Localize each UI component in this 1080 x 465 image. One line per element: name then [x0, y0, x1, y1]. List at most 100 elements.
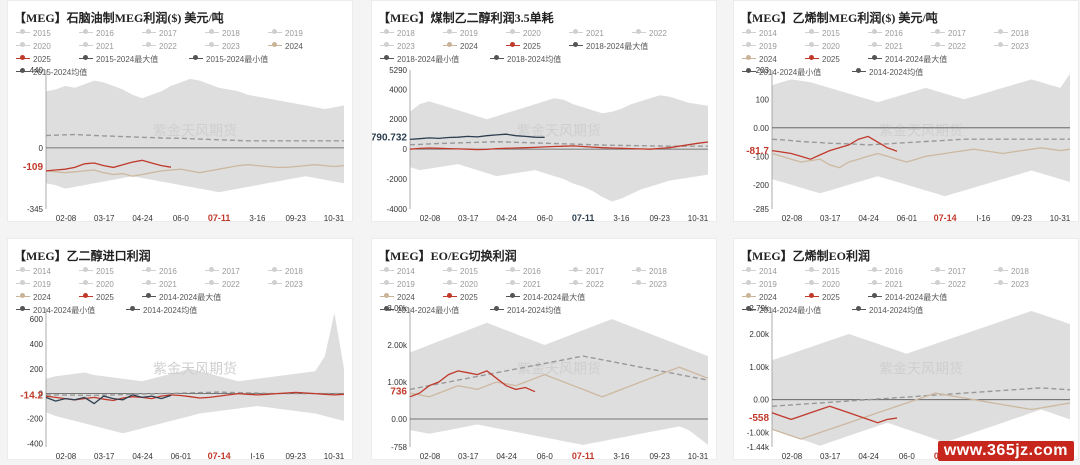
chart-plot: 紫金天风期货6004002000-200-40002-08 03-17 04-24 0…	[8, 239, 353, 460]
x-tick-label: I-16	[977, 214, 991, 222]
current-value-label: -109	[23, 162, 43, 173]
current-value-label: 736	[390, 387, 407, 398]
x-tick-label: 09-23	[649, 452, 670, 460]
y-tick-label: 200	[30, 365, 44, 374]
y-tick-label: 100	[756, 95, 770, 104]
y-tick-label: 2000	[389, 115, 407, 124]
x-tick-label: 07-11	[572, 451, 595, 460]
y-tick-label: 0	[39, 144, 44, 153]
x-tick-label: 09-23	[1011, 214, 1032, 222]
y-tick-label: -285	[753, 205, 770, 214]
x-tick-label: 02-08	[56, 452, 77, 460]
y-tick-label: 0.00	[753, 124, 769, 133]
current-value-label: 790.732	[372, 132, 407, 143]
x-tick-label: 04-24	[858, 214, 879, 222]
chart-watermark: 紫金天风期货	[153, 361, 237, 378]
y-tick-label: 440	[30, 66, 44, 75]
chart-plot: 紫金天风期货 5290 4000 2000 0 -2000 -4000 02-08 03-17 0…	[372, 1, 717, 222]
x-tick-label: 03-17	[94, 214, 115, 222]
y-tick-label: 203	[756, 66, 770, 75]
y-tick-label: -758	[391, 443, 408, 452]
x-tick-label: 10-31	[688, 214, 709, 222]
y-tick-label: 400	[30, 340, 44, 349]
x-tick-label: 3-16	[613, 452, 630, 460]
chart-watermark: 紫金天风期货	[153, 123, 237, 140]
x-tick-label: 07-11	[208, 213, 231, 222]
y-tick-label: 0.00	[753, 396, 769, 405]
x-tick-label: 09-23	[285, 214, 306, 222]
y-tick-label: 4000	[389, 85, 407, 94]
x-tick-label: 3-16	[249, 214, 266, 222]
current-value-label: -81.7	[746, 146, 769, 157]
x-tick-label: 03-17	[458, 452, 479, 460]
x-tick-label: 10-31	[688, 452, 709, 460]
y-tick-label: -200	[27, 414, 44, 423]
x-tick-label: 02-08	[782, 214, 803, 222]
x-tick-label: 07-14	[208, 451, 231, 460]
y-tick-label: -1.44k	[747, 443, 770, 452]
y-tick-label: 0	[403, 145, 408, 154]
y-tick-label: 1.00k	[749, 363, 770, 372]
site-watermark: www.365jz.com	[938, 441, 1074, 461]
chart-watermark: 紫金天风期货	[879, 123, 963, 140]
x-tick-label: 03-17	[94, 452, 115, 460]
chart-panel-2: 【MEG】煤制乙二醇利润3.5单耗 2018 2019 2020 2021 2022202…	[371, 0, 717, 222]
y-tick-label: 2.79k	[749, 304, 770, 313]
chart-watermark: 紫金天风期货	[879, 361, 963, 378]
x-tick-label: 06-0	[173, 214, 190, 222]
x-tick-label: 02-08	[420, 214, 441, 222]
y-tick-label: 3.00k	[387, 304, 408, 313]
x-tick-label: 03-17	[458, 214, 479, 222]
x-tick-label: 10-31	[1050, 214, 1071, 222]
y-tick-label: -200	[753, 181, 770, 190]
x-tick-label: 04-24	[496, 214, 517, 222]
x-tick-label: 06-0	[537, 452, 554, 460]
x-tick-label: 04-24	[858, 452, 879, 460]
min-max-range-band	[410, 319, 708, 445]
x-tick-label: 09-23	[649, 214, 670, 222]
x-tick-label: 04-24	[132, 214, 153, 222]
chart-panel-6: 【MEG】乙烯制EO利润 2014 2015 2016 2017 20182019 2020…	[733, 238, 1079, 460]
x-tick-label: 06-0	[537, 214, 554, 222]
chart-panel-4: 【MEG】乙二醇进口利润 2014 2015 2016 2017 20182019 2020…	[7, 238, 353, 460]
x-tick-label: 06-01	[897, 214, 918, 222]
y-tick-label: -2000	[387, 175, 408, 184]
x-tick-label: 03-17	[820, 452, 841, 460]
chart-panel-1: 【MEG】石脑油制MEG利润($) 美元/吨 2015 2016 2017 2018 20…	[7, 0, 353, 222]
y-tick-label: -1.00k	[747, 429, 770, 438]
y-tick-label: 600	[30, 315, 44, 324]
x-tick-label: 02-08	[420, 452, 441, 460]
min-max-range-band	[772, 311, 1070, 446]
x-tick-label: 06-01	[171, 452, 192, 460]
current-value-label: -558	[749, 413, 769, 424]
x-tick-label: I-16	[251, 452, 265, 460]
chart-panel-5: 【MEG】EO/EG切换利润 2014 2015 2016 2017 20182019 20…	[371, 238, 717, 460]
y-tick-label: 5290	[389, 66, 407, 75]
chart-plot: 紫金天风期货 440 0 -345 02-08 03-17 04-24 06-0 07-11 3-…	[8, 1, 353, 222]
chart-watermark: 紫金天风期货	[517, 361, 601, 378]
chart-plot: 紫金天风期货 3.00k 2.00k 1.00k 0.00 -758 02-08 03-17 0…	[372, 239, 717, 460]
current-value-label: -14.2	[20, 390, 43, 401]
x-tick-label: 07-14	[934, 213, 957, 222]
y-tick-label: -4000	[387, 205, 408, 214]
x-tick-label: 04-24	[132, 452, 153, 460]
y-tick-label: 2.00k	[387, 341, 408, 350]
x-tick-label: 07-11	[572, 213, 595, 222]
chart-panel-3: 【MEG】乙烯制MEG利润($) 美元/吨 2014 2015 2016 2017 201…	[733, 0, 1079, 222]
x-tick-label: 04-24	[496, 452, 517, 460]
x-tick-label: 09-23	[285, 452, 306, 460]
chart-plot: 紫金天风期货2031000.00-100-200-28502-08 03-17 04…	[734, 1, 1079, 222]
y-tick-label: -345	[27, 205, 44, 214]
y-tick-label: 0.00	[391, 415, 407, 424]
y-tick-label: 2.00k	[749, 330, 770, 339]
x-tick-label: 3-16	[613, 214, 630, 222]
y-tick-label: 1.00k	[387, 378, 408, 387]
x-tick-label: 02-08	[56, 214, 77, 222]
x-tick-label: 10-31	[324, 214, 345, 222]
y-tick-label: -400	[27, 439, 44, 448]
chart-plot: 紫金天风期货 2.79k 2.00k 1.00k 0.00 -1.00k -1.44k 02-…	[734, 239, 1079, 460]
x-tick-label: 03-17	[820, 214, 841, 222]
x-tick-label: 10-31	[324, 452, 345, 460]
x-tick-label: 06-0	[899, 452, 916, 460]
x-tick-label: 02-08	[782, 452, 803, 460]
